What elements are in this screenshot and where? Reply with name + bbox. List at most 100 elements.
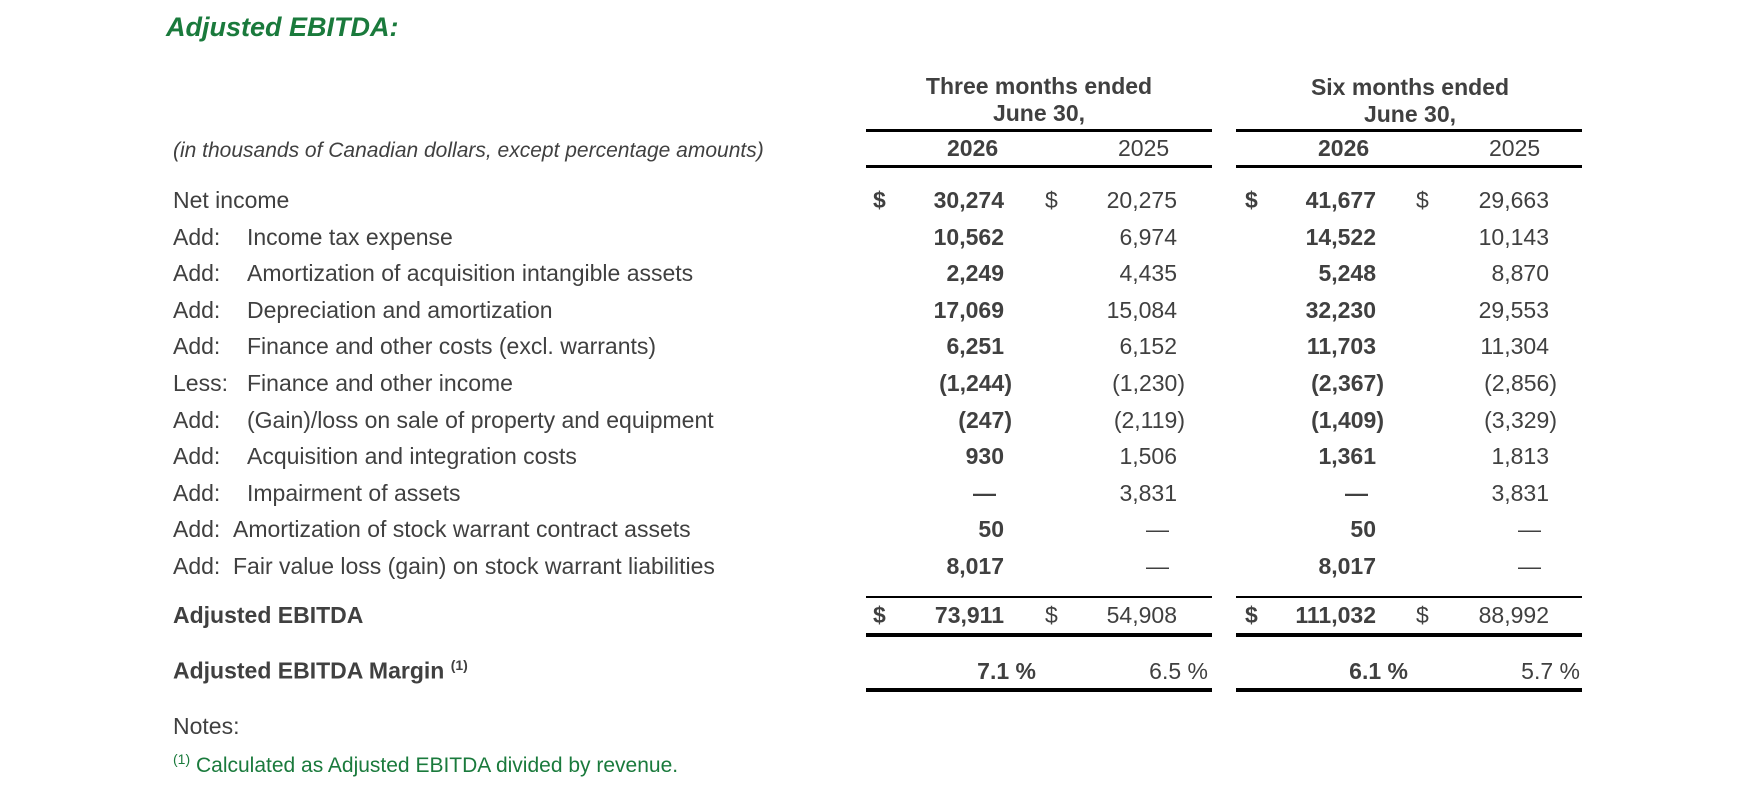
row-label: Add: Fair value loss (gain) on stock warr…: [173, 553, 715, 580]
row-value: 6,251: [946, 333, 1004, 359]
margin-footnote-ref: (1): [450, 657, 468, 673]
row-value: 11,703: [1306, 333, 1376, 359]
year-rule-six: [1236, 165, 1582, 168]
row-prefix: Add:: [173, 224, 221, 250]
total-currency-h25: $: [1416, 602, 1429, 628]
row-value: —: [1518, 516, 1541, 542]
row-value: 8,017: [946, 553, 1004, 579]
row-label-text: Depreciation and amortization: [247, 297, 553, 323]
total-bottom-rule-six: [1236, 633, 1582, 637]
row-value: —: [973, 480, 996, 506]
row-value: 10,562: [933, 224, 1004, 250]
row-prefix: Add:: [173, 443, 221, 469]
year-rule-three: [866, 165, 1212, 168]
margin-value-q26: 7.1 %: [977, 658, 1036, 684]
year-q-2025: 2025: [1118, 135, 1170, 161]
margin-value-h26: 6.1 %: [1349, 658, 1408, 684]
row-value: 50: [1350, 516, 1376, 542]
row-label: Add: Impairment of assets: [173, 480, 460, 507]
row-prefix: Add:: [173, 260, 221, 286]
currency-symbol: $: [1245, 187, 1258, 213]
row-value: 17,069: [933, 297, 1004, 323]
notes-label: Notes:: [173, 713, 240, 739]
total-bottom-rule-three: [866, 633, 1212, 637]
footnote-ref: (1): [173, 751, 191, 767]
row-label-text: Impairment of assets: [247, 480, 461, 506]
row-value: (2,856): [1484, 370, 1557, 396]
row-value: 6,152: [1119, 333, 1177, 359]
row-label: Add: Depreciation and amortization: [173, 297, 553, 324]
total-top-rule-six: [1236, 596, 1582, 598]
total-value-h26: 111,032: [1295, 602, 1376, 628]
row-value: 50: [978, 516, 1004, 542]
row-value: 3,831: [1491, 480, 1549, 506]
total-currency-q25: $: [1045, 602, 1058, 628]
margin-label-text: Adjusted EBITDA Margin: [173, 657, 445, 684]
row-value: 930: [965, 443, 1004, 469]
row-label: Add: Income tax expense: [173, 224, 453, 251]
total-top-rule-three: [866, 596, 1212, 598]
currency-symbol: $: [1045, 187, 1058, 213]
row-prefix: Add:: [173, 480, 221, 506]
row-label-text: Amortization of acquisition intangible a…: [247, 260, 694, 286]
row-value: 8,017: [1318, 553, 1376, 579]
row-label: Add: (Gain)/loss on sale of property and …: [173, 407, 714, 434]
row-value: 29,663: [1478, 187, 1549, 213]
header-six-months-line1: Six months ended: [1310, 74, 1510, 100]
row-value: (2,367): [1311, 370, 1384, 396]
margin-rule-three: [866, 688, 1212, 692]
row-value: (1,244): [939, 370, 1012, 396]
row-prefix: Add:: [173, 407, 221, 433]
row-label: Less: Finance and other income: [173, 370, 513, 397]
header-six-months: Six months ended June 30,: [1232, 74, 1588, 128]
row-prefix: Add:: [173, 297, 221, 323]
total-value-q25: 54,908: [1106, 602, 1177, 628]
row-label-text: Finance and other costs (excl. warrants): [247, 333, 657, 359]
total-currency-q26: $: [873, 602, 886, 628]
margin-value-h25: 5.7 %: [1521, 658, 1580, 684]
row-value: 29,553: [1478, 297, 1549, 323]
header-rule-six: [1236, 129, 1582, 132]
row-label: Add: Amortization of acquisition intangib…: [173, 260, 693, 287]
row-value: (3,329): [1484, 407, 1557, 433]
header-rule-three: [866, 129, 1212, 132]
row-label-text: Acquisition and integration costs: [247, 443, 577, 469]
row-value: 1,506: [1119, 443, 1177, 469]
row-value: 3,831: [1119, 480, 1177, 506]
row-value: 8,870: [1491, 260, 1549, 286]
header-six-months-line2: June 30,: [1363, 101, 1457, 127]
row-value: 32,230: [1305, 297, 1376, 323]
margin-label: Adjusted EBITDA Margin (1): [173, 657, 468, 685]
row-value: (247): [958, 407, 1012, 433]
row-value: 20,275: [1106, 187, 1177, 213]
year-h-2026: 2026: [1318, 135, 1370, 161]
header-three-months-line1: Three months ended: [925, 73, 1153, 99]
row-value: (1,230): [1112, 370, 1185, 396]
row-value: 15,084: [1106, 297, 1177, 323]
total-value-h25: 88,992: [1478, 602, 1549, 628]
footnote: (1) Calculated as Adjusted EBITDA divide…: [173, 751, 678, 778]
row-value: 41,677: [1305, 187, 1376, 213]
row-label-text: Income tax expense: [247, 224, 453, 250]
row-label-text: Net income: [173, 187, 290, 213]
margin-value-q25: 6.5 %: [1149, 658, 1208, 684]
footnote-text: Calculated as Adjusted EBITDA divided by…: [195, 754, 679, 777]
row-value: —: [1146, 516, 1169, 542]
row-label-text: Amortization of stock warrant contract a…: [233, 516, 691, 542]
currency-symbol: $: [873, 187, 886, 213]
row-label-text: (Gain)/loss on sale of property and equi…: [247, 407, 714, 433]
units-note: (in thousands of Canadian dollars, excep…: [173, 139, 764, 162]
row-value: 1,361: [1318, 443, 1376, 469]
currency-symbol: $: [1416, 187, 1429, 213]
header-three-months: Three months ended June 30,: [861, 73, 1217, 127]
row-value: 2,249: [946, 260, 1004, 286]
total-label: Adjusted EBITDA: [173, 602, 364, 628]
row-prefix: Add:: [173, 553, 221, 579]
year-q-2026: 2026: [947, 135, 999, 161]
row-value: 14,522: [1305, 224, 1376, 250]
row-value: 10,143: [1478, 224, 1549, 250]
row-label: Add: Finance and other costs (excl. warra…: [173, 333, 656, 360]
margin-rule-six: [1236, 688, 1582, 692]
row-value: —: [1345, 480, 1368, 506]
row-prefix: Less:: [173, 370, 228, 396]
